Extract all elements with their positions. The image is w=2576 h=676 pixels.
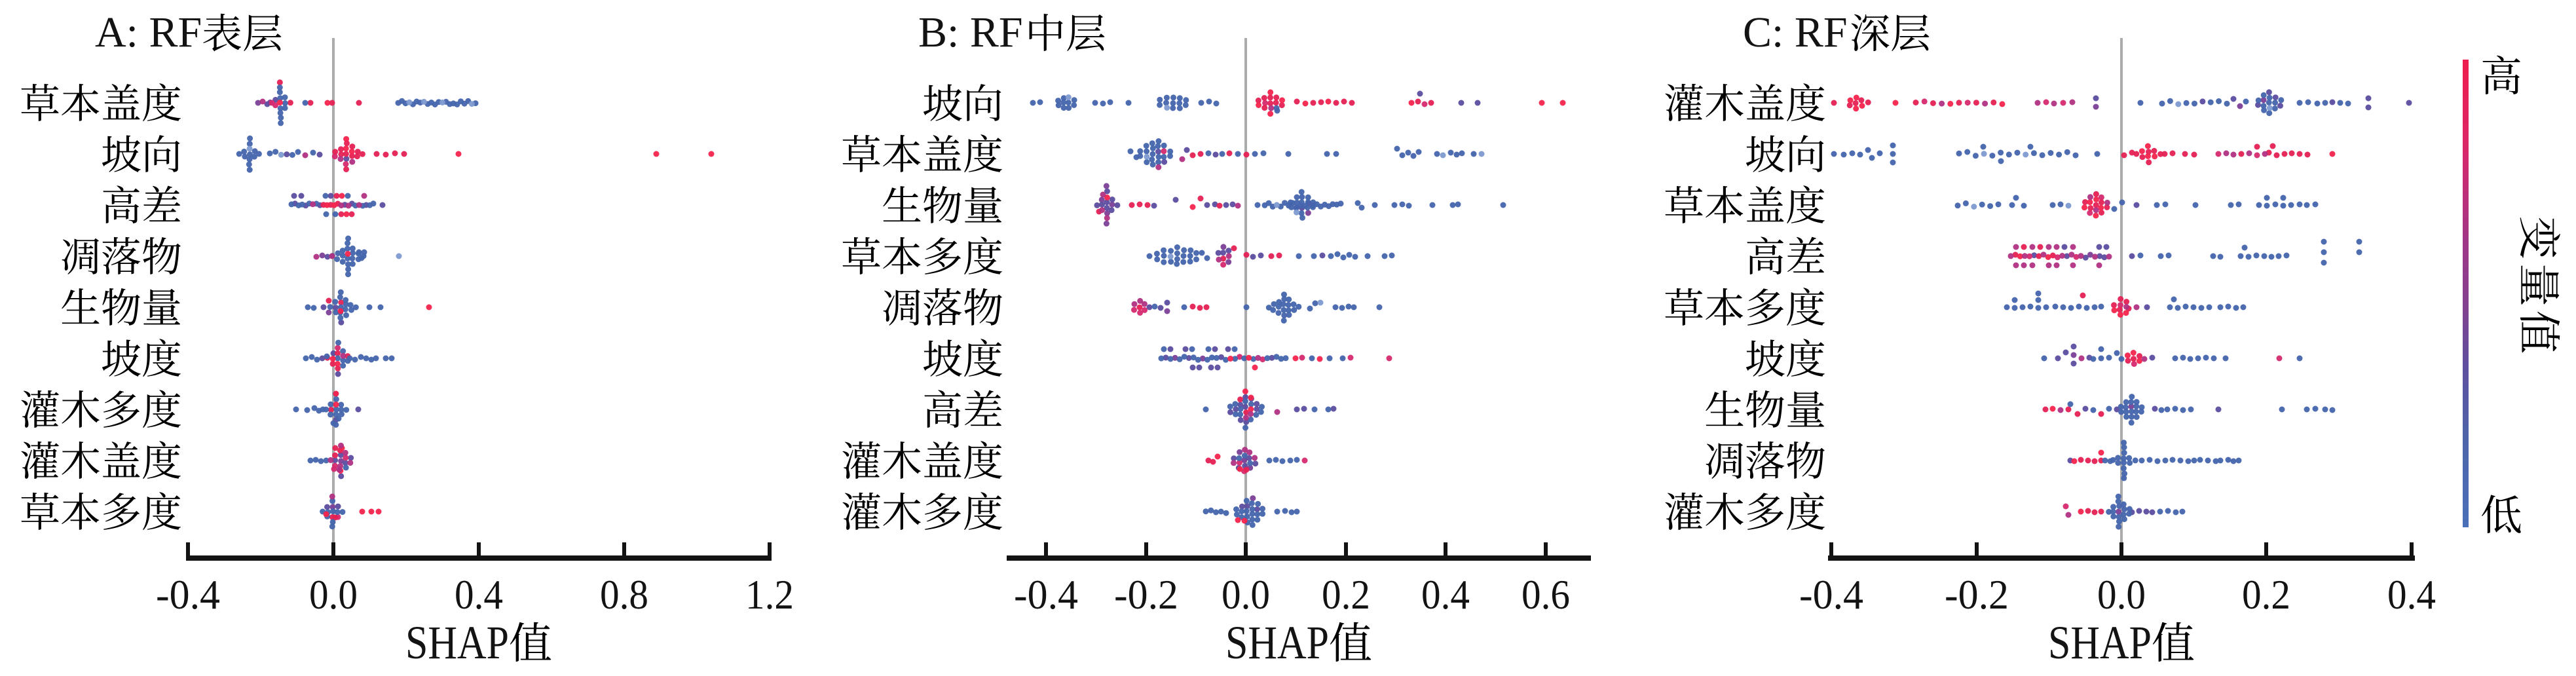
svg-text:0.2: 0.2	[2242, 571, 2290, 618]
svg-text:SHAP: SHAP	[1225, 616, 1329, 669]
svg-text:0.0: 0.0	[309, 571, 358, 618]
svg-text:SHAP: SHAP	[405, 616, 509, 669]
svg-text:0.0: 0.0	[2097, 571, 2146, 618]
svg-text:SHAP: SHAP	[2048, 616, 2152, 669]
svg-text:B: RF: B: RF	[918, 9, 1023, 56]
svg-text:-0.4: -0.4	[1799, 571, 1863, 618]
svg-text:0.4: 0.4	[455, 571, 503, 618]
svg-text:0.6: 0.6	[1521, 571, 1570, 618]
svg-text:0.2: 0.2	[1322, 571, 1370, 618]
svg-text:0.8: 0.8	[600, 571, 648, 618]
svg-text:0.4: 0.4	[1421, 571, 1470, 618]
svg-text:-0.4: -0.4	[1014, 571, 1078, 618]
svg-text:-0.2: -0.2	[1945, 571, 2009, 618]
svg-text:0.0: 0.0	[1222, 571, 1270, 618]
svg-text:C: RF: C: RF	[1743, 9, 1848, 56]
svg-text:0.4: 0.4	[2387, 571, 2436, 618]
svg-text:-0.2: -0.2	[1114, 571, 1178, 618]
svg-text:-0.4: -0.4	[156, 571, 220, 618]
svg-text:1.2: 1.2	[745, 571, 794, 618]
svg-text:A: RF: A: RF	[95, 9, 202, 56]
